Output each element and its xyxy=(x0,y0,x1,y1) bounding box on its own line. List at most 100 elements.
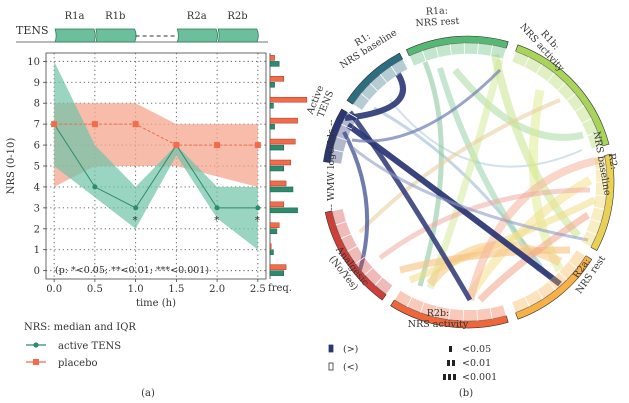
tens-phase-bar: TENS R1a R1b R2a R2b xyxy=(16,11,268,42)
phase-block xyxy=(177,29,217,42)
legend-placebo-marker xyxy=(33,359,39,365)
y-tick-label: 6 xyxy=(34,141,40,152)
freq-bar-placebo xyxy=(270,202,284,207)
data-point-active-tens xyxy=(133,205,138,210)
freq-bar-active xyxy=(270,271,284,276)
freq-bar-active xyxy=(270,124,275,129)
phase-bar-label: TENS xyxy=(16,24,49,37)
data-point-placebo xyxy=(214,142,220,148)
y-tick-label: 3 xyxy=(34,203,40,214)
phase-segment-r1a: R1a xyxy=(55,11,95,42)
data-point-active-tens xyxy=(255,205,260,210)
y-axis: 0 1 2 3 4 5 6 7 8 9 10 xyxy=(27,57,46,277)
panel-a-label: (a) xyxy=(141,388,155,399)
y-axis-label: NRS (0-10) xyxy=(6,138,17,195)
x-tick-label: 2.0 xyxy=(209,284,225,295)
phase-block xyxy=(55,29,95,42)
phase-segment-r1b: R1b xyxy=(96,11,136,42)
freq-bar-placebo xyxy=(270,76,284,81)
x-tick-label: 1.0 xyxy=(128,284,144,295)
significance-star: * xyxy=(214,216,219,227)
freq-bar-active xyxy=(270,145,284,150)
x-axis-label: time (h) xyxy=(136,298,176,309)
y-tick-label: 4 xyxy=(34,182,40,193)
y-tick-label: 10 xyxy=(27,57,40,68)
phase-segment-r2b: R2b xyxy=(218,11,258,42)
freq-bar-placebo xyxy=(270,139,295,144)
phase-segment-r2a: R2a xyxy=(177,11,217,42)
freq-bar-active xyxy=(270,82,275,87)
x-tick-label: 1.5 xyxy=(168,284,184,295)
sector-label-active-tens: ActiveTENS xyxy=(305,84,337,121)
panel-a-legend: NRS: median and IQR active TENS placebo xyxy=(24,322,136,369)
freq-bar-active xyxy=(270,250,273,255)
iqr-bands xyxy=(54,61,258,249)
x-tick-label: 0.5 xyxy=(87,284,103,295)
significance-star: * xyxy=(133,216,138,227)
legend-title: NRS: median and IQR xyxy=(24,322,136,333)
y-tick-label: 7 xyxy=(34,120,40,131)
freq-bar-placebo xyxy=(270,244,271,249)
freq-bar-placebo xyxy=(270,265,286,270)
phase-segment-label: R1b xyxy=(105,11,125,22)
x-tick-label: 2.5 xyxy=(250,284,266,295)
phase-segment-label: R1a xyxy=(65,11,85,22)
freq-bar-placebo xyxy=(270,118,298,123)
freq-bar-active xyxy=(270,103,273,108)
legend-sig-3-bar xyxy=(453,374,456,380)
panel-b-legend: (>) (<) <0.05 <0.01 <0.001 xyxy=(329,344,497,383)
legend-direction-greater: (>) xyxy=(343,344,358,355)
panel-a-line-chart: TENS R1a R1b R2a R2b * * * 012345678910 0.0 0.… xyxy=(6,11,307,399)
freq-bar-active xyxy=(270,208,298,213)
x-axis: 0.0 0.5 1.0 1.5 2.0 2.5 xyxy=(46,279,266,295)
freq-bar-active xyxy=(270,61,279,66)
frequency-histogram xyxy=(270,53,307,279)
sector-label-r1a-rest: R1a:NRS rest xyxy=(415,5,460,29)
phase-segment-label: R2b xyxy=(227,11,247,22)
figure: TENS R1a R1b R2a R2b * * * 012345678910 0.0 0.… xyxy=(0,0,629,403)
data-point-active-tens xyxy=(92,184,97,189)
axis-label-wmw-logodds: -- WMW logOdds -- xyxy=(326,120,337,211)
significance-star: * xyxy=(255,216,260,227)
freq-bar-placebo xyxy=(270,160,291,165)
freq-bar-placebo xyxy=(270,97,307,102)
y-tick-label: 2 xyxy=(34,224,40,235)
legend-sig-2-bar xyxy=(452,360,455,366)
significance-legend: (p: *<0.05; **<0.01; ***<0.001) xyxy=(55,265,209,276)
legend-sig-0001: <0.001 xyxy=(462,372,497,383)
y-tick-label: 0 xyxy=(34,266,40,277)
y-tick-label: 8 xyxy=(34,99,40,110)
legend-direction-less: (<) xyxy=(343,362,358,373)
data-point-placebo xyxy=(51,121,57,127)
y-tick-label: 1 xyxy=(34,245,40,256)
freq-label: freq. xyxy=(268,283,292,294)
data-point-placebo xyxy=(133,121,139,127)
y-tick-label: 9 xyxy=(34,78,40,89)
legend-sig-001: <0.01 xyxy=(462,358,491,369)
legend-active-marker xyxy=(33,342,38,347)
legend-filled-symbol xyxy=(329,345,333,352)
freq-bar-placebo xyxy=(270,55,275,60)
legend-sig-1-bar xyxy=(449,346,452,352)
freq-bar-active xyxy=(270,166,284,171)
phase-segment-label: R2a xyxy=(187,11,207,22)
y-tick-label: 5 xyxy=(34,162,40,173)
data-point-placebo xyxy=(255,142,261,148)
freq-bar-active xyxy=(270,187,293,192)
panel-b-chord-diagram: ActiveTENS R1:NRS baseline R1a:NRS rest … xyxy=(305,5,624,399)
x-tick-label: 0.0 xyxy=(46,284,62,295)
phase-block xyxy=(218,29,258,42)
data-point-active-tens xyxy=(215,205,220,210)
phase-block xyxy=(96,29,136,42)
freq-bar-active xyxy=(270,229,277,234)
legend-sig-2-bar xyxy=(447,360,450,366)
legend-sig-3-bar xyxy=(443,374,446,380)
data-point-placebo xyxy=(173,142,179,148)
panel-b-label: (b) xyxy=(459,388,473,399)
data-point-placebo xyxy=(92,121,98,127)
legend-sig-3-bar xyxy=(448,374,451,380)
freq-bar-placebo xyxy=(270,223,279,228)
legend-sig-005: <0.05 xyxy=(462,344,491,355)
legend-open-symbol xyxy=(329,363,333,370)
chord-link xyxy=(420,62,441,286)
